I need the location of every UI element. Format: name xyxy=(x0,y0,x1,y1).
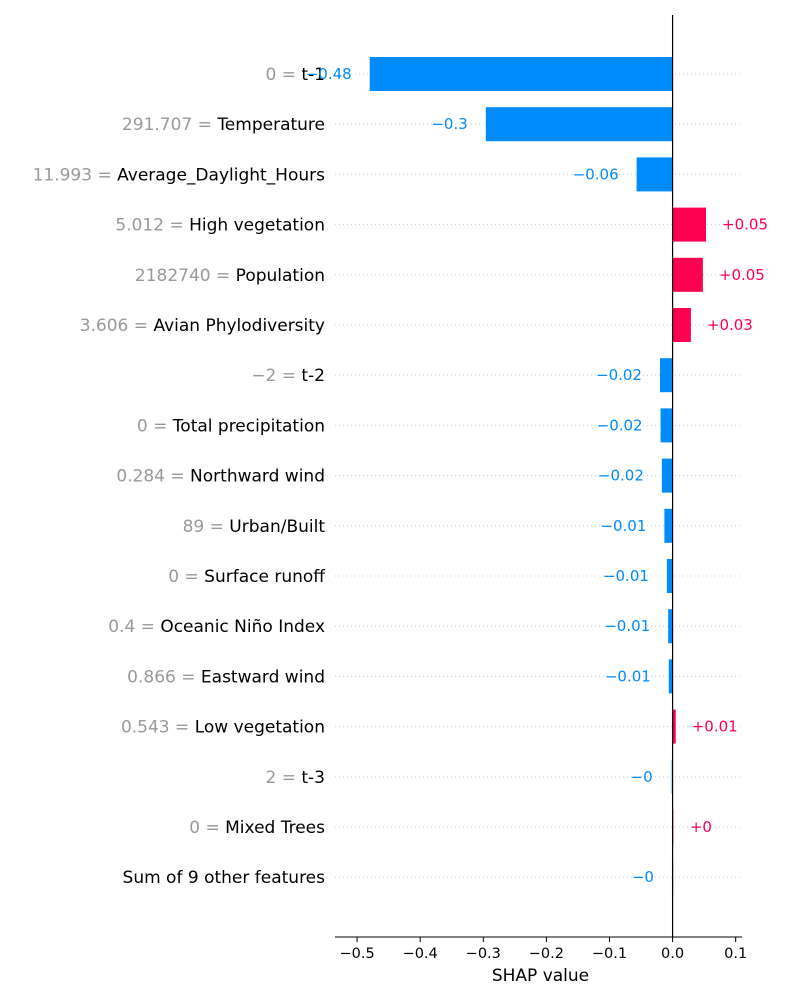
bar-value-label: +0.01 xyxy=(692,718,738,736)
grid-lines xyxy=(335,73,742,878)
feature-value: 2182740 = xyxy=(135,266,236,286)
x-tick-label: −0.3 xyxy=(466,946,501,962)
feature-value: 0.4 = xyxy=(108,617,160,637)
x-tick-label: −0.1 xyxy=(592,946,627,962)
feature-value: 0 = xyxy=(168,567,204,587)
feature-label: 0 = Surface runoff xyxy=(168,567,326,587)
bar-value-label: −0.02 xyxy=(597,416,643,434)
feature-name: t-2 xyxy=(301,366,325,386)
bar-value-label: +0 xyxy=(690,818,712,836)
feature-name: High vegetation xyxy=(189,216,325,236)
x-axis-ticks: −0.5 −0.4 −0.3 −0.2 −0.1 0.0 0.1 xyxy=(339,937,747,962)
bar-10 xyxy=(664,508,673,543)
bar-value-label: −0.48 xyxy=(306,65,352,83)
feature-label: 3.606 = Avian Phylodiversity xyxy=(80,316,325,336)
feature-name: Surface runoff xyxy=(204,567,326,587)
bar-value-label: −0.3 xyxy=(431,115,467,133)
bar-value-label: −0.02 xyxy=(598,467,644,485)
bars xyxy=(369,57,707,895)
feature-value: −2 = xyxy=(251,366,301,386)
feature-name: Northward wind xyxy=(190,467,325,487)
bar-14 xyxy=(672,709,676,744)
bar-value-labels: −0.48 −0.3 −0.06 +0.05 +0.05 +0.03 −0.02 −0.02 −… xyxy=(306,65,768,886)
feature-value: 5.012 = xyxy=(115,216,189,236)
bar-9 xyxy=(661,458,673,493)
feature-label: 0.866 = Eastward wind xyxy=(127,667,325,687)
feature-name: Average_Daylight_Hours xyxy=(117,165,325,185)
feature-name: t-3 xyxy=(301,768,325,788)
feature-value: 0.284 = xyxy=(116,467,190,487)
feature-name: Temperature xyxy=(216,115,325,135)
feature-name: Mixed Trees xyxy=(225,818,325,838)
feature-label: 291.707 = Temperature xyxy=(122,115,325,135)
feature-value: 0 = xyxy=(189,818,225,838)
feature-name: Avian Phylodiversity xyxy=(153,316,325,336)
feature-label: 0.543 = Low vegetation xyxy=(121,718,325,738)
bar-5 xyxy=(672,257,703,292)
bar-value-label: −0.01 xyxy=(603,567,649,585)
bar-value-label: −0.01 xyxy=(604,617,650,635)
x-tick-label: 0.0 xyxy=(661,946,684,962)
feature-value: 89 = xyxy=(183,517,230,537)
feature-name: Population xyxy=(236,266,325,286)
feature-label: 5.012 = High vegetation xyxy=(115,216,325,236)
feature-label: 2182740 = Population xyxy=(135,266,325,286)
feature-label: 0 = Total precipitation xyxy=(137,416,325,436)
bar-2 xyxy=(485,107,673,142)
x-tick-label: −0.4 xyxy=(403,946,438,962)
bar-15 xyxy=(670,759,673,794)
feature-value: 2 = xyxy=(266,768,302,788)
feature-value: 0.543 = xyxy=(121,718,195,738)
feature-name: Eastward wind xyxy=(201,667,325,687)
feature-label: 0.284 = Northward wind xyxy=(116,467,325,487)
x-tick-label: −0.2 xyxy=(529,946,564,962)
bar-13 xyxy=(668,659,673,694)
bar-4 xyxy=(672,207,707,242)
bar-8 xyxy=(660,408,673,443)
feature-name: Sum of 9 other features xyxy=(123,868,326,888)
feature-label: 0.4 = Oceanic Niño Index xyxy=(108,617,325,637)
bar-16 xyxy=(672,810,675,844)
feature-name: Low vegetation xyxy=(195,718,325,738)
bar-7 xyxy=(659,358,673,393)
bar-value-label: −0.06 xyxy=(573,165,619,183)
feature-label: 11.993 = Average_Daylight_Hours xyxy=(33,165,326,185)
bar-3 xyxy=(636,157,673,192)
bar-1 xyxy=(369,57,673,91)
bar-value-label: +0.05 xyxy=(719,266,765,284)
feature-value: 0.866 = xyxy=(127,667,201,687)
feature-name: Oceanic Niño Index xyxy=(160,617,325,637)
bar-11 xyxy=(666,559,673,593)
feature-value: 3.606 = xyxy=(80,316,154,336)
feature-name: Total precipitation xyxy=(172,416,325,436)
feature-name: t-1 xyxy=(301,65,325,85)
bar-value-label: −0 xyxy=(632,868,654,886)
bar-value-label: +0.05 xyxy=(722,216,768,234)
feature-value: 11.993 = xyxy=(33,165,118,185)
bar-value-label: −0.01 xyxy=(600,517,646,535)
feature-labels: 0 = t-1 291.707 = Temperature 11.993 = Ave… xyxy=(33,65,327,888)
bar-12 xyxy=(668,609,673,644)
bar-value-label: −0.01 xyxy=(605,667,651,685)
bar-value-label: +0.03 xyxy=(707,316,753,334)
x-axis-label: SHAP value xyxy=(492,966,589,986)
feature-value: 291.707 = xyxy=(122,115,217,135)
bar-value-label: −0.02 xyxy=(596,366,642,384)
feature-name: Urban/Built xyxy=(229,517,325,537)
bar-value-label: −0 xyxy=(631,768,653,786)
feature-label: 0 = Mixed Trees xyxy=(189,818,325,838)
x-tick-label: −0.5 xyxy=(339,946,374,962)
feature-label: Sum of 9 other features xyxy=(123,868,326,888)
feature-value: 0 = xyxy=(266,65,302,85)
feature-label: 0 = t-1 xyxy=(266,65,326,85)
feature-value: 0 = xyxy=(137,416,173,436)
feature-label: 2 = t-3 xyxy=(266,768,326,788)
feature-label: 89 = Urban/Built xyxy=(183,517,326,537)
bar-6 xyxy=(672,308,691,342)
feature-label: −2 = t-2 xyxy=(251,366,325,386)
x-tick-label: 0.1 xyxy=(724,946,747,962)
